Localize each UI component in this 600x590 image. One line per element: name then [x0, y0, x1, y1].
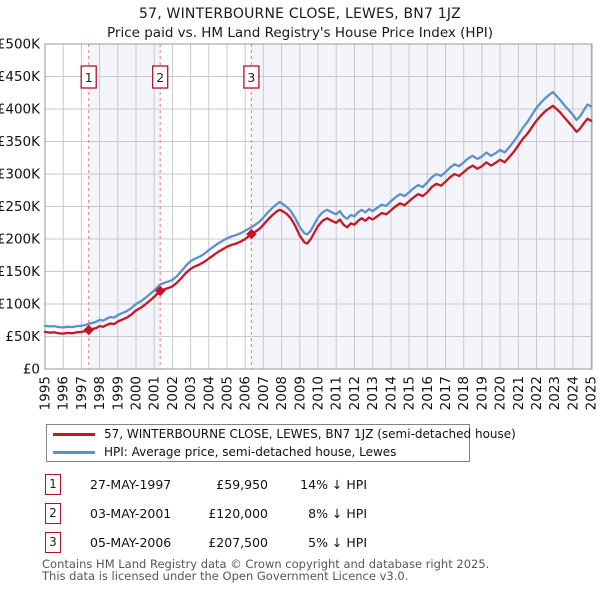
sale-number-box — [80, 65, 97, 89]
x-axis-tick-label: 2006 — [238, 376, 254, 410]
x-axis-tick-label: 2022 — [529, 376, 545, 410]
x-axis-tick-label: 2024 — [565, 376, 581, 410]
page-title: 57, WINTERBOURNE CLOSE, LEWES, BN7 1JZ — [139, 6, 461, 22]
x-axis-tick-label: 2003 — [183, 376, 199, 410]
hpi-line-swatch — [53, 450, 95, 454]
transaction-row: 1 27-MAY-1997 £59,950 14% ↓ HPI — [45, 474, 375, 496]
transaction-date: 03-MAY-2001 — [90, 506, 172, 521]
transaction-price: £59,950 — [216, 477, 268, 492]
x-axis-tick-label: 2008 — [274, 376, 290, 410]
x-axis-tick-label: 2014 — [383, 376, 399, 410]
sale-marker-diamond — [246, 228, 257, 240]
y-axis-tick-label: £350K — [0, 134, 41, 150]
x-axis-tick-label: 2001 — [147, 376, 163, 410]
price-paid-line — [43, 104, 593, 335]
transaction-price: £207,500 — [208, 535, 268, 550]
x-axis-tick-label: 2020 — [493, 376, 509, 410]
x-axis-tick-label: 1996 — [56, 376, 72, 410]
x-axis-tick-label: 2015 — [402, 376, 418, 410]
y-axis-tick-label: £450K — [0, 69, 41, 85]
x-axis-tick-label: 1999 — [110, 376, 126, 410]
legend-label: 57, WINTERBOURNE CLOSE, LEWES, BN7 1JZ (… — [104, 427, 516, 441]
transaction-date: 27-MAY-1997 — [90, 477, 172, 492]
footer-line-1: Contains HM Land Registry data © Crown c… — [42, 557, 490, 571]
sale-marker-diamond — [83, 324, 94, 336]
x-axis-tick-label: 2000 — [129, 376, 145, 410]
x-axis-tick-label: 2009 — [292, 376, 308, 410]
sale-number-label: 1 — [85, 70, 93, 85]
x-axis-tick-label: 2016 — [420, 376, 436, 410]
y-axis-tick-label: £0 — [23, 362, 40, 378]
legend-label: HPI: Average price, semi-detached house,… — [104, 445, 397, 459]
sale-number-box — [243, 65, 260, 89]
transaction-hpi-delta: 14% ↓ HPI — [300, 477, 367, 492]
x-axis-tick-label: 2018 — [456, 376, 472, 410]
x-axis-tick-label: 1995 — [38, 376, 54, 410]
y-axis-tick-label: £200K — [0, 232, 41, 248]
license-footer: Contains HM Land Registry data © Crown c… — [42, 558, 582, 582]
sale-number-box — [152, 65, 169, 89]
x-axis-tick-label: 2011 — [329, 376, 345, 410]
transaction-hpi-delta: 5% ↓ HPI — [308, 535, 367, 550]
x-axis-tick-label: 2002 — [165, 376, 181, 410]
transaction-price: £120,000 — [208, 506, 268, 521]
hpi-line — [43, 90, 593, 329]
price-chart: 1 2 3 £0 £50K £100K £150K £200K £250K £300K £350K £… — [0, 37, 600, 411]
y-axis-tick-label: £400K — [0, 102, 41, 118]
transaction-number-badge: 2 — [45, 503, 61, 524]
transaction-number-badge: 3 — [45, 532, 61, 553]
y-axis-tick-label: £150K — [0, 264, 41, 280]
y-axis-tick-label: £500K — [0, 37, 41, 53]
transaction-date: 05-MAY-2006 — [90, 535, 172, 550]
x-axis-tick-label: 1998 — [92, 376, 108, 410]
x-axis-tick-label: 2017 — [438, 376, 454, 410]
page-subtitle: Price paid vs. HM Land Registry's House … — [107, 25, 493, 41]
y-axis-tick-label: £50K — [5, 329, 41, 345]
footer-line-2: This data is licensed under the Open Gov… — [42, 569, 409, 583]
transaction-number-badge: 1 — [45, 474, 61, 495]
x-axis-tick-label: 2012 — [347, 376, 363, 410]
sale-number-label: 2 — [156, 70, 164, 85]
y-axis-tick-label: £100K — [0, 297, 41, 313]
x-axis-tick-label: 2025 — [584, 376, 600, 410]
chart-legend: 57, WINTERBOURNE CLOSE, LEWES, BN7 1JZ (… — [46, 424, 516, 462]
x-axis-tick-label: 2013 — [365, 376, 381, 410]
legend-item-price-paid: 57, WINTERBOURNE CLOSE, LEWES, BN7 1JZ (… — [47, 427, 516, 442]
transaction-hpi-delta: 8% ↓ HPI — [308, 506, 367, 521]
y-axis-tick-label: £300K — [0, 167, 41, 183]
x-axis-tick-label: 1997 — [74, 376, 90, 410]
x-axis-tick-label: 2019 — [474, 376, 490, 410]
transaction-row: 2 03-MAY-2001 £120,000 8% ↓ HPI — [45, 503, 375, 525]
x-axis-tick-label: 2010 — [311, 376, 327, 410]
sale-number-label: 3 — [247, 70, 255, 85]
sale-marker-diamond — [155, 285, 166, 297]
legend-item-hpi: HPI: Average price, semi-detached house,… — [47, 445, 469, 460]
x-axis-tick-label: 2023 — [547, 376, 563, 410]
x-axis-tick-label: 2005 — [220, 376, 236, 410]
x-axis-tick-label: 2007 — [256, 376, 272, 410]
price-line-swatch — [53, 432, 95, 436]
y-axis-tick-label: £250K — [0, 199, 41, 215]
plot-border — [44, 43, 593, 370]
transaction-row: 3 05-MAY-2006 £207,500 5% ↓ HPI — [45, 532, 375, 554]
x-axis-tick-label: 2021 — [511, 376, 527, 410]
x-axis-tick-label: 2004 — [201, 376, 217, 410]
